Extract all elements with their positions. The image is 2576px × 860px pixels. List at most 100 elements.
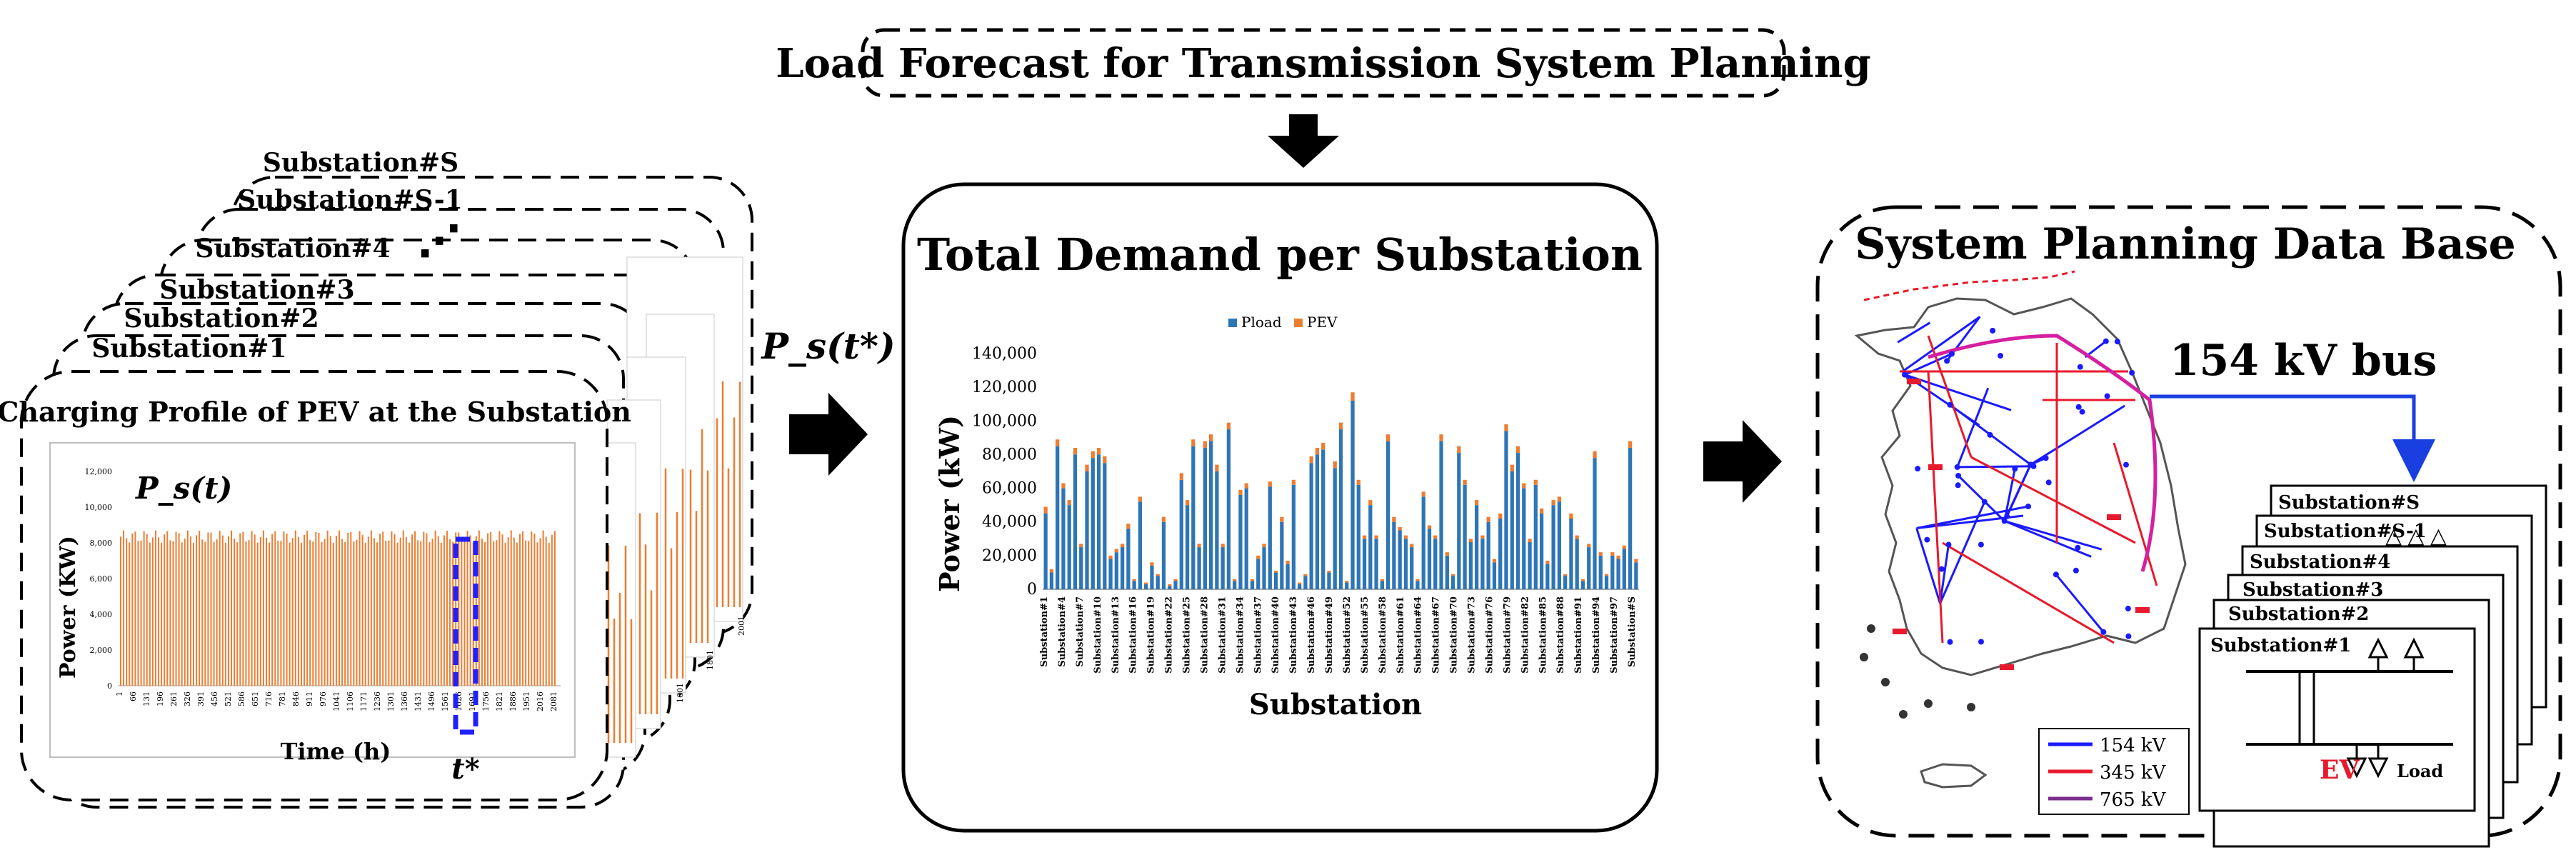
demand-bar-pev — [1114, 549, 1118, 553]
bus-node — [1947, 401, 1953, 408]
profile-xtick: 326 — [183, 691, 192, 706]
demand-xtick: Substation#31 — [1217, 596, 1228, 674]
right-panel-title: System Planning Data Base — [1855, 219, 2515, 269]
substation-marker — [1907, 379, 1921, 384]
demand-bar-pev — [1475, 500, 1479, 506]
demand-bar-pload — [1587, 547, 1591, 589]
demand-xtick: Substation#43 — [1288, 596, 1299, 674]
demand-bar-pev — [1504, 424, 1508, 431]
demand-bar-pev — [1392, 516, 1396, 522]
demand-bar-pev — [1132, 579, 1136, 581]
demand-bar-pload — [1403, 539, 1408, 589]
demand-xtick: Substation#16 — [1128, 596, 1139, 674]
korea-grid-map — [1854, 270, 2187, 789]
demand-bar-pload — [1533, 484, 1538, 589]
demand-bar-pev — [1156, 574, 1160, 576]
demand-bar-pev — [1569, 513, 1573, 519]
sub-card-label-s: Substation#S — [2278, 492, 2420, 514]
demand-bar-pload — [1273, 572, 1278, 589]
profile-xtick: 1821 — [495, 691, 504, 711]
bus-node — [2103, 338, 2109, 344]
profile-chart-ylabel: Power (KW) — [56, 536, 81, 679]
demand-bar-pload — [1604, 576, 1609, 589]
sub-card-label-s-1: Substation#S-1 — [2264, 521, 2427, 542]
demand-bar-pev — [1120, 544, 1125, 548]
demand-ytick: 80,000 — [982, 446, 1037, 464]
profile-xtick: 1236 — [373, 691, 382, 711]
demand-bar-pload — [1280, 521, 1284, 589]
demand-bar-pload — [1262, 547, 1266, 589]
line-345kv — [1970, 456, 2136, 544]
demand-bar-pload — [1156, 576, 1160, 589]
demand-bar-pload — [1480, 539, 1485, 589]
profile-xtick: 521 — [224, 691, 233, 706]
demand-bar-pev — [1480, 535, 1485, 539]
line-154kv — [2003, 464, 2032, 522]
bus-node — [2001, 518, 2008, 524]
demand-bar-pev — [1486, 516, 1490, 522]
demand-bar-pev — [1233, 579, 1237, 581]
demand-bar-pload — [1415, 581, 1420, 589]
demand-xtick: Substation#73 — [1467, 596, 1478, 674]
load-arrow-down-icon-b — [2367, 757, 2389, 779]
demand-bar-pload — [1598, 555, 1603, 589]
header: Load Forecast for Transmission System Pl… — [776, 28, 1871, 98]
demand-bar-pev — [1191, 439, 1196, 446]
profile-xtick: 391 — [196, 691, 206, 706]
demand-bar-pload — [1475, 505, 1479, 589]
line-154kv — [1957, 465, 2034, 469]
demand-bar-pev — [1593, 451, 1597, 459]
demand-bar-pload — [1250, 581, 1255, 589]
demand-xtick: Substation#94 — [1591, 596, 1602, 674]
bus-node — [1945, 541, 1952, 548]
line-154kv — [1904, 374, 2012, 411]
bus-node — [2028, 461, 2034, 468]
profile-xtick: 1106 — [346, 691, 355, 711]
bus-node — [1955, 472, 1962, 479]
demand-bar-pload — [1522, 488, 1526, 589]
line-154kv — [1915, 528, 1942, 604]
demand-bar-pev — [1168, 584, 1172, 586]
demand-bar-pload — [1622, 549, 1626, 589]
demand-bar-pev — [1356, 479, 1360, 485]
demand-bar-pload — [1185, 505, 1190, 589]
bus-node — [2073, 567, 2079, 574]
demand-bar-pev — [1173, 579, 1178, 581]
demand-xtick: Substation#10 — [1093, 596, 1103, 674]
demand-bar-pev — [1421, 491, 1425, 497]
bus-node — [2114, 339, 2120, 345]
demand-bar-pev — [1161, 516, 1166, 522]
demand-bar-pload — [1043, 513, 1048, 589]
demand-xtick: Substation#52 — [1342, 596, 1353, 674]
bus-node — [1981, 499, 1988, 505]
island-dot — [1867, 624, 1875, 633]
demand-bar-pev — [1185, 500, 1190, 506]
bus-node — [1902, 371, 1908, 378]
demand-xtick: Substation#58 — [1378, 596, 1388, 674]
bus-node — [2043, 455, 2049, 461]
demand-bar-pload — [1291, 484, 1295, 589]
demand-bar-pev — [1634, 559, 1638, 563]
demand-bar-pload — [1327, 572, 1331, 589]
demand-bar-pload — [1120, 547, 1125, 589]
demand-bar-pev — [1179, 473, 1183, 480]
demand-bar-pload — [1468, 542, 1473, 589]
demand-bar-pev — [1450, 574, 1455, 576]
demand-bar-pev — [1445, 552, 1449, 556]
demand-bar-pload — [1303, 576, 1308, 589]
bus-node — [1947, 639, 1953, 645]
demand-bar-pload — [1575, 539, 1579, 589]
demand-bar-pev — [1103, 456, 1107, 464]
bus-node — [2079, 409, 2085, 415]
profile-xtick: 131 — [142, 691, 151, 706]
demand-bar-pload — [1126, 529, 1131, 589]
demand-xtick: Substation#97 — [1609, 596, 1620, 674]
bus-node — [1944, 358, 1950, 364]
profile-xtick: 976 — [319, 691, 328, 706]
substation-marker — [2000, 664, 2014, 670]
demand-bar-pev — [1262, 544, 1266, 548]
stack-label-4: Substation#4 — [195, 234, 390, 264]
demand-bar-pload — [1056, 446, 1060, 589]
demand-bar-pload — [1421, 496, 1425, 589]
demand-xtick: Substation#85 — [1538, 596, 1548, 674]
